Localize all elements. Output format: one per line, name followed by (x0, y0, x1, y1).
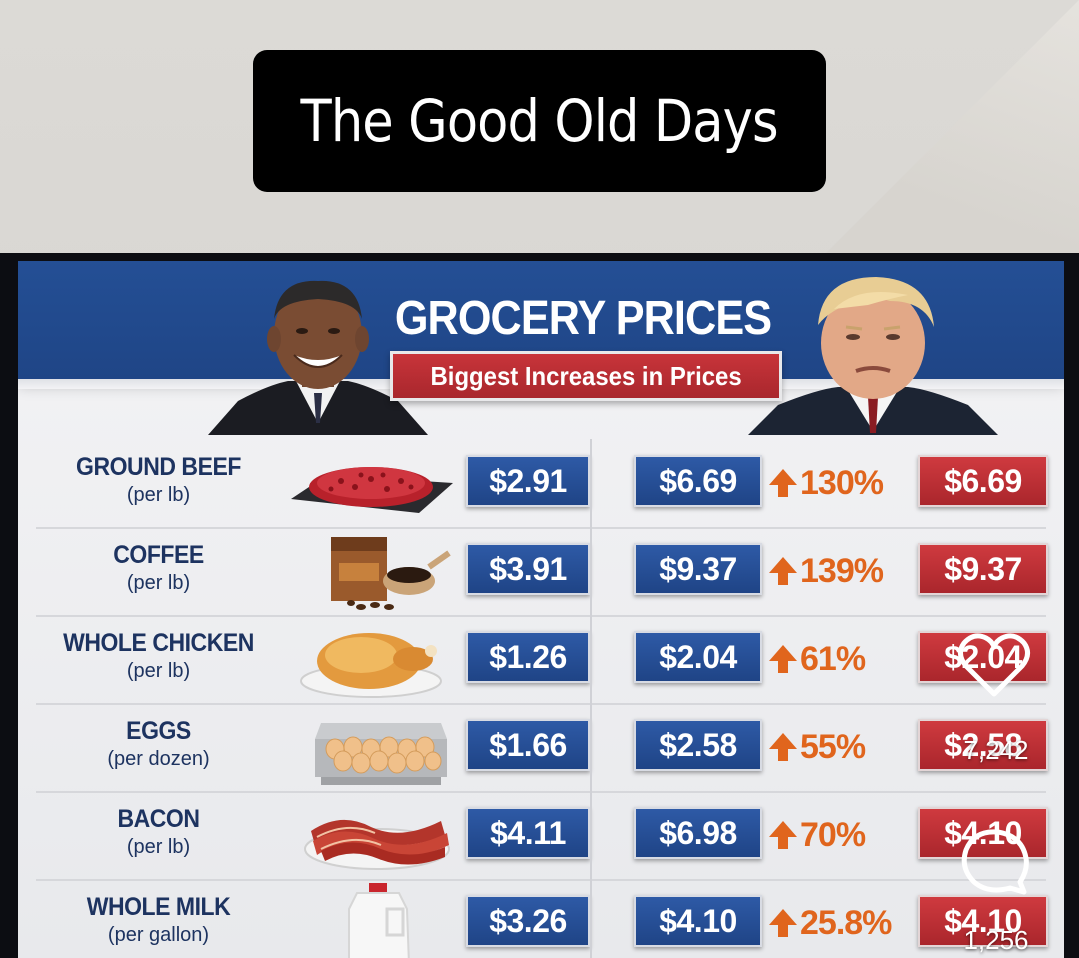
item-unit: (per lb) (126, 660, 191, 682)
old-price: $3.26 (466, 895, 590, 947)
increase-value: 61% (800, 639, 866, 678)
increase: 139% (768, 547, 918, 595)
increase-value: 130% (800, 463, 884, 502)
caption-banner: The Good Old Days (253, 50, 826, 192)
chicken-icon (300, 633, 442, 698)
item-name: BACON (117, 805, 200, 833)
new-price: $2.04 (634, 631, 762, 683)
old-price: $3.91 (466, 543, 590, 595)
old-price: $4.11 (466, 807, 590, 859)
old-price: $1.66 (466, 719, 590, 771)
red-price: $6.69 (918, 455, 1048, 507)
bacon-icon (304, 819, 450, 870)
ground-beef-icon (291, 467, 453, 513)
item-label: BACON (per lb) (36, 805, 281, 859)
column-divider (590, 439, 592, 958)
item-label: COFFEE (per lb) (36, 541, 281, 595)
table-row: BACON (per lb) $4.11 $6.98 70% $4. (36, 793, 1048, 881)
table-row: GROUND BEEF (per lb) $2.91 $6.69 (36, 441, 1048, 529)
like-count: 7,242 (963, 735, 1029, 765)
item-name: WHOLE MILK (86, 893, 231, 921)
new-price: $6.69 (634, 455, 762, 507)
item-name: EGGS (126, 717, 191, 745)
up-arrow-icon (769, 645, 797, 673)
comment-icon[interactable] (958, 826, 1030, 898)
up-arrow-icon (769, 821, 797, 849)
up-arrow-icon (769, 909, 797, 937)
eggs-icon (315, 723, 447, 785)
item-label: WHOLE CHICKEN (per lb) (36, 629, 281, 683)
new-price: $9.37 (634, 543, 762, 595)
subtitle-banner: Biggest Increases in Prices (390, 351, 782, 401)
red-price: $9.37 (918, 543, 1048, 595)
chart-title: GROCERY PRICES (394, 292, 772, 345)
increase-value: 139% (800, 551, 884, 590)
new-price: $2.58 (634, 719, 762, 771)
up-arrow-icon (769, 469, 797, 497)
subtitle-text: Biggest Increases in Prices (430, 360, 742, 391)
table-row: COFFEE (per lb) $3.91 $9.37 (36, 529, 1048, 617)
item-unit: (per lb) (126, 484, 191, 506)
item-name: GROUND BEEF (76, 453, 241, 481)
increase: 130% (768, 459, 918, 507)
comment-count: 1,256 (963, 925, 1029, 955)
increase-value: 55% (800, 727, 866, 766)
wall-background (819, 0, 1079, 260)
item-label: WHOLE MILK (per gallon) (36, 893, 281, 947)
right-portrait (748, 277, 998, 435)
table-row: EGGS (per dozen) $1.66 (36, 705, 1048, 793)
red-price: $2.58 (918, 719, 1048, 771)
left-portrait (208, 280, 428, 435)
caption-text: The Good Old Days (300, 87, 779, 155)
infographic: GROCERY PRICES Biggest Increases in Pric… (18, 261, 1064, 958)
item-name: WHOLE CHICKEN (63, 629, 254, 657)
item-unit: (per lb) (126, 572, 191, 594)
old-price: $1.26 (466, 631, 590, 683)
heart-icon[interactable] (956, 630, 1032, 700)
item-label: GROUND BEEF (per lb) (36, 453, 281, 507)
increase-value: 25.8% (800, 903, 892, 942)
increase: 25.8% (768, 899, 918, 947)
milk-jug-icon (348, 883, 410, 958)
table-row: WHOLE CHICKEN (per lb) $1.26 $2.04 61% $… (36, 617, 1048, 705)
item-unit: (per lb) (126, 836, 191, 858)
up-arrow-icon (769, 733, 797, 761)
increase: 70% (768, 811, 918, 859)
increase-value: 70% (800, 815, 866, 854)
coffee-icon (331, 537, 451, 610)
item-name: COFFEE (113, 541, 204, 569)
item-unit: (per gallon) (107, 924, 210, 946)
new-price: $4.10 (634, 895, 762, 947)
item-label: EGGS (per dozen) (36, 717, 281, 771)
old-price: $2.91 (466, 455, 590, 507)
new-price: $6.98 (634, 807, 762, 859)
red-price: $4.10 (918, 895, 1048, 947)
increase: 61% (768, 635, 918, 683)
tv-screen-frame: GROCERY PRICES Biggest Increases in Pric… (0, 253, 1079, 958)
item-unit: (per dozen) (107, 748, 210, 770)
table-row: WHOLE MILK (per gallon) $3.26 $4.10 25.8… (36, 881, 1048, 958)
up-arrow-icon (769, 557, 797, 585)
increase: 55% (768, 723, 918, 771)
